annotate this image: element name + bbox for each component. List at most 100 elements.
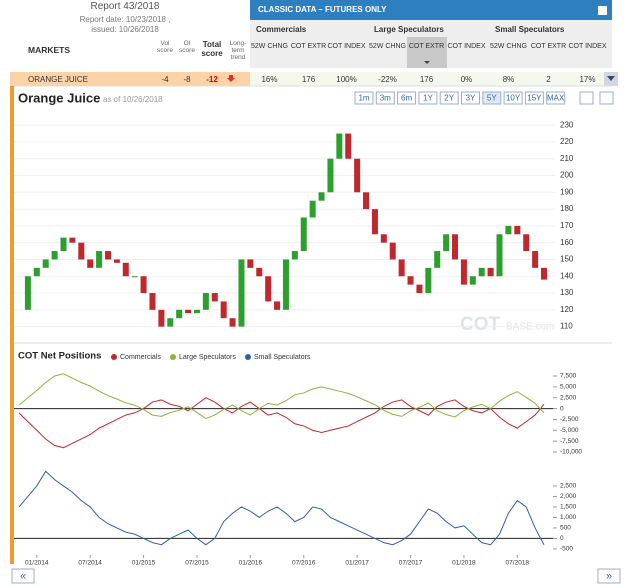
- range-label: 15Y: [527, 94, 542, 103]
- range-button[interactable]: [461, 91, 480, 105]
- candle: [523, 234, 530, 252]
- y-tick-label: -7,500: [560, 438, 579, 445]
- range-button[interactable]: [503, 91, 523, 105]
- y-tick-label: 500: [560, 525, 571, 532]
- y-tick-label: 150: [560, 255, 574, 264]
- row-bg: [10, 72, 250, 86]
- y-tick-label: 1,000: [560, 514, 577, 521]
- x-tick-label: 01/2014: [25, 560, 49, 567]
- score-col: Long-term trend: [229, 40, 247, 61]
- print-btn[interactable]: [579, 91, 594, 105]
- next-btn[interactable]: [597, 568, 621, 584]
- y-tick-label: 120: [560, 305, 574, 314]
- candle: [425, 267, 432, 294]
- cell: -22%: [378, 75, 397, 84]
- y-tick-label: 130: [560, 288, 574, 297]
- legend-label: Large Speculators: [179, 354, 236, 361]
- candle: [541, 267, 547, 280]
- print-icon[interactable]: [598, 6, 607, 15]
- candle: [202, 293, 209, 310]
- sort-arrow: [424, 61, 430, 64]
- legend-swatch: [245, 354, 251, 360]
- range-button[interactable]: [375, 91, 395, 105]
- candle: [78, 242, 85, 260]
- candle: [371, 209, 378, 235]
- cell: 2: [546, 75, 551, 84]
- range-button[interactable]: [439, 91, 459, 105]
- column: COT EXTR: [290, 43, 327, 50]
- cell: 176: [301, 75, 316, 84]
- candle: [131, 276, 138, 278]
- candle: [60, 237, 67, 252]
- candle: [443, 234, 450, 252]
- column: COT INDEX: [327, 43, 366, 50]
- range-button[interactable]: [418, 91, 438, 105]
- score-col: Vol score: [157, 40, 173, 54]
- range-label: 5Y: [487, 94, 497, 103]
- candle: [309, 200, 316, 218]
- candle: [282, 259, 289, 310]
- candle: [140, 276, 147, 294]
- y-tick-label: 190: [560, 187, 574, 196]
- y-tick-label: -10,000: [560, 449, 582, 456]
- x-tick-label: 07/2014: [78, 560, 102, 567]
- candle: [452, 234, 459, 260]
- candle: [496, 234, 503, 277]
- column: COT EXTR: [530, 43, 567, 50]
- y-tick-label: 180: [560, 204, 574, 213]
- y-tick-label: 220: [560, 137, 574, 146]
- y-tick-label: 140: [560, 271, 574, 280]
- candle: [345, 133, 352, 159]
- candle: [478, 267, 485, 277]
- y-tick-label: 200: [560, 171, 574, 180]
- range-button[interactable]: [354, 91, 374, 105]
- column: COT INDEX: [447, 43, 486, 50]
- candle: [51, 251, 58, 260]
- series-line: [18, 470, 545, 546]
- report: Report 43/2018: [90, 2, 160, 12]
- range-label: 10Y: [506, 94, 521, 103]
- y-tick-label: 230: [560, 120, 574, 129]
- candle: [96, 251, 103, 268]
- issued: issued: 10/26/2018: [91, 25, 159, 34]
- candle: [33, 267, 40, 277]
- range-label: 6m: [401, 94, 412, 103]
- menu-btn[interactable]: [599, 91, 614, 105]
- cell: 17%: [579, 75, 596, 84]
- column: 52W CHNG: [490, 43, 527, 50]
- as-of: as of 10/26/2018: [103, 95, 163, 104]
- candle: [514, 225, 521, 235]
- range-button[interactable]: [524, 91, 544, 105]
- candle: [238, 259, 245, 327]
- legend-swatch: [170, 354, 176, 360]
- expand-arrow: [607, 76, 615, 81]
- candle: [434, 251, 441, 268]
- candle: [274, 301, 281, 310]
- range-button[interactable]: [482, 91, 502, 105]
- candle: [487, 267, 494, 277]
- group: Large Speculators: [374, 25, 444, 34]
- prev-btn[interactable]: [11, 568, 35, 584]
- candle: [407, 276, 414, 285]
- range-button[interactable]: [397, 91, 417, 105]
- series-line: [18, 397, 545, 449]
- cell: 176: [419, 75, 434, 84]
- legend-label: Commercials: [120, 354, 161, 361]
- candle: [300, 217, 307, 252]
- range-button[interactable]: [546, 91, 566, 105]
- candle: [42, 259, 49, 268]
- candle: [469, 276, 476, 285]
- column: COT EXTR: [408, 43, 445, 50]
- trend-arrow: [227, 75, 235, 82]
- candle: [167, 318, 174, 327]
- candle: [69, 237, 76, 243]
- y-tick-label: -5,000: [560, 427, 579, 434]
- nav-next: »: [606, 570, 612, 582]
- candle: [220, 301, 227, 319]
- watermark: COT: [460, 314, 501, 335]
- column: COT INDEX: [568, 43, 607, 50]
- x-tick-label: 07/2016: [292, 560, 316, 567]
- cell: 16%: [261, 75, 278, 84]
- market: ORANGE JUICE: [28, 75, 89, 84]
